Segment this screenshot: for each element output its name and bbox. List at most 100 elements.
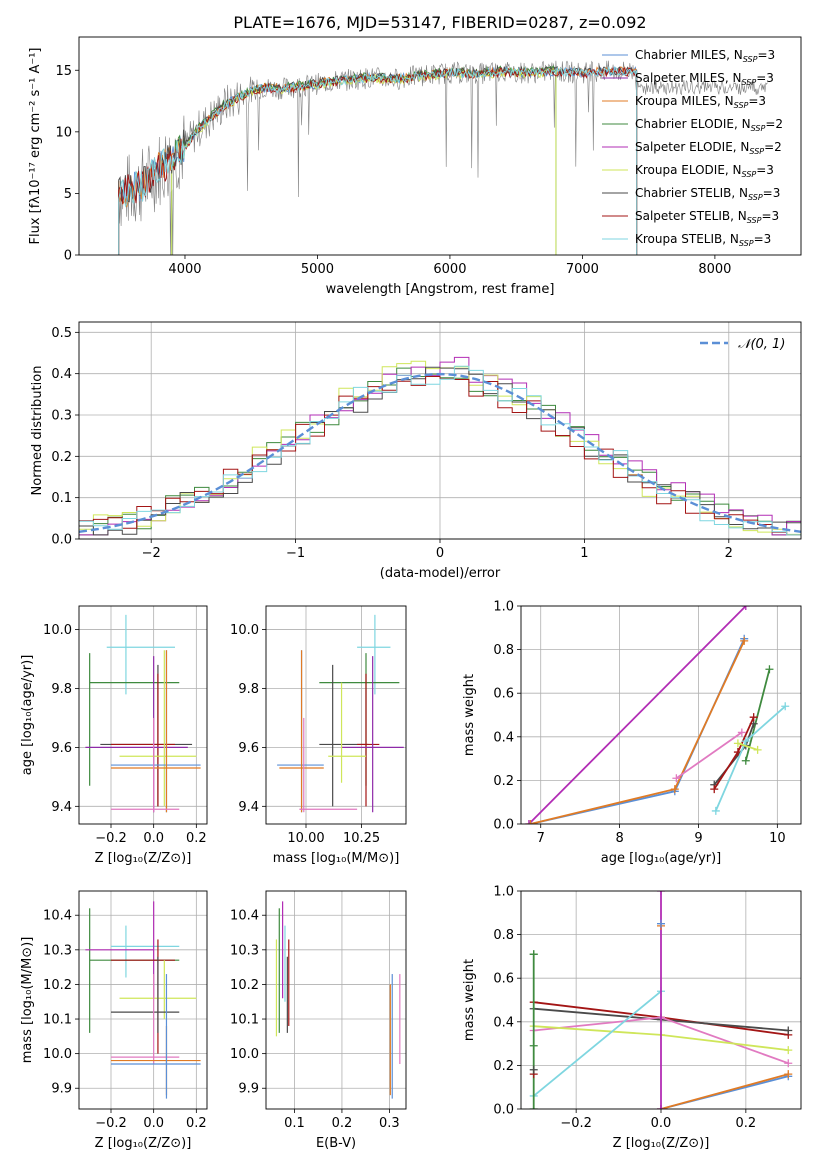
legend-label-suffix: =3 bbox=[757, 48, 775, 62]
model-line bbox=[118, 65, 638, 255]
weight-line bbox=[533, 990, 662, 1097]
point-marker bbox=[753, 745, 762, 754]
x-tick-label: −0.2 bbox=[95, 831, 127, 846]
x-tick-label: −0.2 bbox=[560, 1116, 592, 1131]
x-tick-label: 8000 bbox=[698, 262, 731, 277]
legend-label-suffix: =3 bbox=[756, 163, 774, 177]
y-tick-label: 0.4 bbox=[51, 367, 72, 382]
point-marker bbox=[741, 737, 750, 746]
point-marker bbox=[529, 1041, 538, 1050]
y-tick-label: 0.2 bbox=[493, 1059, 514, 1074]
point-marker bbox=[529, 950, 538, 959]
y-tick-label: 0.8 bbox=[493, 643, 514, 658]
x-tick-label: 0.2 bbox=[186, 831, 207, 846]
axes-frame bbox=[78, 605, 208, 825]
legend-label-main: Chabrier STELIB, N bbox=[635, 186, 748, 200]
legend-label: Kroupa ELODIE, NSSP=3 bbox=[635, 163, 774, 179]
point-marker bbox=[711, 806, 720, 815]
point-marker bbox=[710, 785, 719, 794]
legend-label-main: Salpeter STELIB, N bbox=[635, 209, 747, 223]
chart-mass-vs-ebv: 0.1 0.2 0.3 9.9 10.0 10.1 10.2 10.3 10.4 E(B-V) bbox=[230, 890, 407, 1151]
y-tick-label: 9.9 bbox=[51, 1082, 72, 1097]
x-axis-label: wavelength [Angstrom, rest frame] bbox=[326, 282, 555, 297]
point-marker bbox=[737, 728, 746, 737]
x-tick-label: 9 bbox=[694, 831, 702, 846]
axes-frame bbox=[265, 890, 407, 1110]
x-tick-label: 0.2 bbox=[736, 1116, 757, 1131]
point-marker bbox=[733, 739, 742, 748]
legend-label-main: Kroupa STELIB, N bbox=[635, 232, 739, 246]
legend-label-sub: SSP bbox=[734, 101, 749, 110]
point-marker bbox=[657, 919, 665, 928]
x-axis-label: Z [log₁₀(Z/Z⊙)] bbox=[613, 1136, 710, 1151]
y-tick-label: 10.4 bbox=[43, 909, 72, 924]
plot-area bbox=[524, 606, 790, 824]
y-tick-label: 10.1 bbox=[43, 1013, 72, 1028]
legend-label: Salpeter MILES, NSSP=3 bbox=[635, 71, 774, 87]
plot-area bbox=[275, 901, 401, 1099]
legend-label: 𝒩(0, 1) bbox=[738, 337, 785, 352]
x-tick-label: 0.3 bbox=[379, 1116, 400, 1131]
point-marker bbox=[524, 820, 533, 824]
chart-age-vs-mass: 10.00 10.25 9.4 9.6 9.8 10.0 mass [log₁₀(M/M⊙)… bbox=[230, 605, 407, 866]
y-tick-label: 0.1 bbox=[51, 491, 72, 506]
x-tick-label: −2 bbox=[142, 546, 161, 561]
weight-line bbox=[530, 638, 746, 824]
x-axis-label: age [log₁₀(age/yr)] bbox=[601, 851, 722, 866]
point-marker bbox=[740, 636, 749, 645]
axes-frame bbox=[78, 36, 802, 256]
point-marker bbox=[749, 713, 758, 722]
legend-label: Chabrier MILES, NSSP=3 bbox=[635, 48, 775, 64]
y-tick-label: 10.0 bbox=[43, 623, 72, 638]
y-tick-label: 9.4 bbox=[51, 800, 72, 815]
x-tick-label: 5000 bbox=[301, 262, 334, 277]
x-tick-label: 0 bbox=[436, 546, 444, 561]
y-tick-label: 10.1 bbox=[230, 1013, 259, 1028]
point-marker bbox=[784, 1059, 793, 1068]
legend-label-main: Kroupa MILES, N bbox=[635, 94, 734, 108]
x-axis-label: E(B-V) bbox=[316, 1136, 356, 1151]
y-tick-label: 0.3 bbox=[51, 409, 72, 424]
point-marker bbox=[657, 1105, 665, 1109]
axes-frame bbox=[520, 890, 802, 1110]
x-axis-label: Z [log₁₀(Z/Z⊙)] bbox=[95, 1136, 192, 1151]
point-marker bbox=[657, 891, 665, 895]
y-tick-label: 0.4 bbox=[493, 730, 514, 745]
y-tick-label: 10 bbox=[55, 125, 72, 140]
axes-frame bbox=[520, 605, 802, 825]
weight-line bbox=[737, 742, 758, 751]
axes-frame bbox=[78, 321, 802, 540]
y-tick-label: 0.5 bbox=[51, 326, 72, 341]
x-axis-label: (data-model)/error bbox=[380, 566, 501, 581]
legend-label: Chabrier ELODIE, NSSP=2 bbox=[635, 117, 783, 133]
legend-label-sub: SSP bbox=[749, 147, 764, 156]
y-tick-label: 10.3 bbox=[230, 943, 259, 958]
weight-line bbox=[660, 1073, 789, 1109]
x-tick-label: 0.2 bbox=[186, 1116, 207, 1131]
y-axis-label: mass weight bbox=[462, 674, 477, 756]
y-tick-label: 9.8 bbox=[238, 682, 259, 697]
model-line bbox=[118, 64, 638, 255]
chart-age-vs-Z: −0.2 0.0 0.2 9.4 9.6 9.8 10.0 Z [log₁₀(Z/Z⊙)] ag… bbox=[20, 605, 208, 866]
model-line bbox=[118, 65, 638, 255]
weight-line bbox=[530, 640, 746, 824]
y-axis-label: mass weight bbox=[462, 959, 477, 1041]
axes-frame bbox=[78, 890, 208, 1110]
spectrum-data-line bbox=[118, 60, 768, 255]
y-tick-label: 5 bbox=[64, 187, 72, 202]
legend-label-suffix: =2 bbox=[765, 117, 783, 131]
y-tick-label: 0.2 bbox=[51, 450, 72, 465]
point-marker bbox=[526, 820, 535, 824]
y-tick-label: 0.0 bbox=[493, 1103, 514, 1118]
x-tick-label: 0.1 bbox=[284, 1116, 305, 1131]
point-marker bbox=[529, 1105, 538, 1109]
legend-label-main: Chabrier MILES, N bbox=[635, 48, 743, 62]
y-tick-label: 10.4 bbox=[230, 909, 259, 924]
y-tick-label: 9.4 bbox=[238, 800, 259, 815]
y-tick-label: 10.0 bbox=[230, 623, 259, 638]
plot-area bbox=[85, 614, 201, 813]
y-tick-label: 9.8 bbox=[51, 682, 72, 697]
figure-title: PLATE=1676, MJD=53147, FIBERID=0287, z=0… bbox=[233, 13, 646, 32]
y-axis-label: Flux [fλ10⁻¹⁷ erg cm⁻² s⁻¹ A⁻¹] bbox=[28, 48, 43, 245]
legend-label-sub: SSP bbox=[747, 216, 762, 225]
